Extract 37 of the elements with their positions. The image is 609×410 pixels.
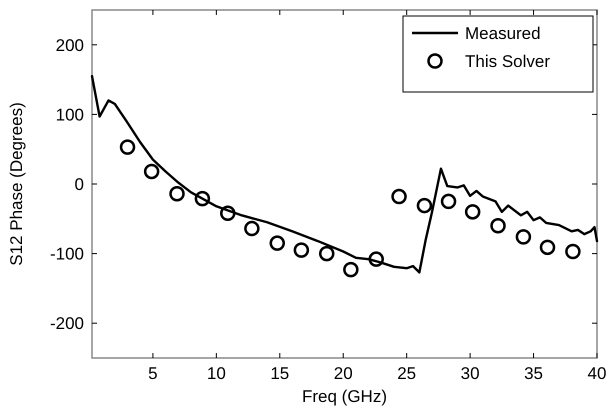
point	[416, 198, 432, 214]
point	[120, 139, 136, 155]
x-tick-label: 5	[148, 364, 158, 383]
point	[220, 205, 236, 221]
point	[144, 164, 160, 180]
y-tick-label: 0	[74, 174, 84, 194]
y-tick-label: 100	[56, 105, 84, 124]
point	[490, 218, 506, 234]
point	[565, 244, 581, 260]
point	[440, 194, 456, 210]
point	[516, 229, 532, 245]
point	[540, 240, 556, 256]
point	[343, 262, 359, 278]
point	[244, 220, 260, 236]
y-axis-title: S12 Phase (Degrees)	[6, 102, 26, 266]
point	[194, 190, 210, 206]
x-tick-label: 25	[397, 364, 416, 383]
x-tick-label: 40	[588, 364, 606, 383]
x-tick-label: 35	[524, 364, 544, 383]
y-tick-label: -200	[50, 314, 84, 334]
x-tick-label: 15	[270, 364, 290, 383]
x-tick-label: 10	[206, 364, 226, 383]
y-tick-label: -100	[50, 244, 84, 264]
point	[464, 204, 480, 220]
legend-label: Measured	[465, 24, 541, 43]
x-tick-label: 20	[334, 364, 353, 383]
point	[368, 251, 384, 267]
point	[270, 235, 285, 251]
legend-label: This Solver	[465, 52, 550, 71]
point	[318, 246, 334, 262]
point	[391, 188, 407, 204]
x-tick-label: 30	[460, 364, 480, 383]
line-series	[90, 74, 598, 274]
y-tick-label: 200	[56, 36, 84, 55]
point	[169, 186, 185, 202]
point	[294, 242, 310, 258]
x-axis-title: Freq (GHz)	[302, 387, 387, 406]
